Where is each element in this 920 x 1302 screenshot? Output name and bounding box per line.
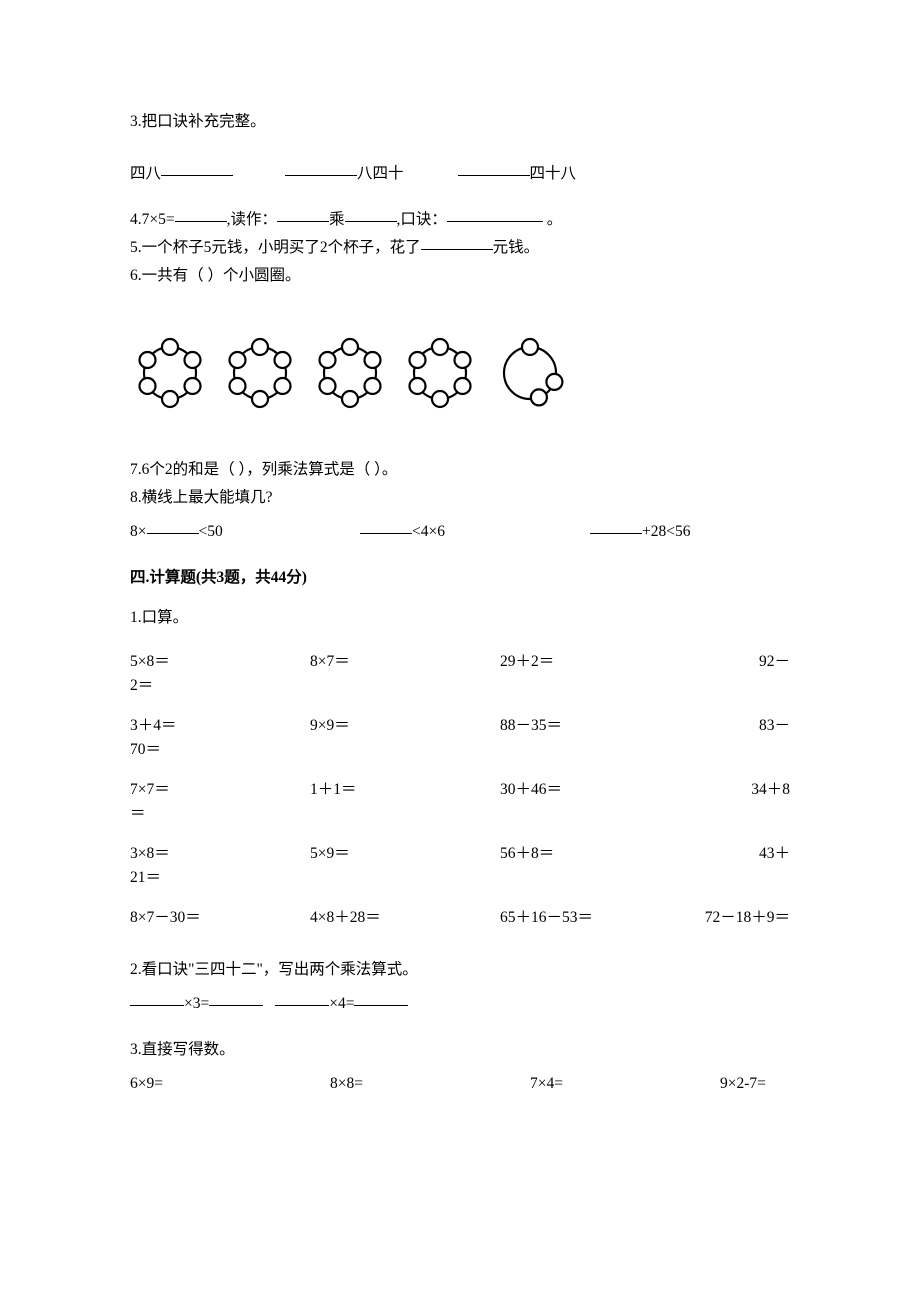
circle-cluster-icon	[400, 328, 480, 410]
calc-row-5: 8×7－30＝ 4×8＋28＝ 65＋16－53＝ 72－18＋9＝	[130, 906, 790, 930]
q4-blank-3[interactable]	[345, 207, 397, 223]
calc-row-1: 5×8＝ 8×7＝ 29＋2＝ 92－	[130, 650, 790, 674]
c2-blank-4[interactable]	[354, 991, 408, 1007]
q8-a-pre: 8×	[130, 520, 147, 544]
calc-row-2: 3＋4＝ 9×9＝ 88－35＝ 83－	[130, 714, 790, 738]
calc3-cell: 8×8=	[330, 1072, 530, 1096]
calc-row-4: 3×8＝ 5×9＝ 56＋8＝ 43＋	[130, 842, 790, 866]
calc3-row: 6×9= 8×8= 7×4= 9×2-7=	[130, 1072, 790, 1096]
calc3-cell: 7×4=	[530, 1072, 720, 1096]
q8-prompt: 8.横线上最大能填几?	[130, 486, 790, 510]
section4-head: 四.计算题(共3题，共44分)	[130, 566, 790, 590]
calc3-cell: 6×9=	[130, 1072, 330, 1096]
q5-pre: 5.一个杯子5元钱，小明买了2个杯子，花了	[130, 239, 421, 256]
calc2-prompt: 2.看口诀"三四十二"，写出两个乘法算式。	[130, 958, 790, 982]
q3-blank-1[interactable]	[161, 161, 233, 177]
calc-cell: 5×9＝	[310, 842, 500, 866]
calc2-row: ×3= ×4=	[130, 992, 790, 1016]
calc-cell: 8×7－30＝	[130, 906, 310, 930]
q5-post: 元钱。	[493, 239, 540, 256]
q8-b-post: <4×6	[412, 520, 445, 544]
calc-wrap-4: 21＝	[130, 866, 790, 890]
q8-a-post: <50	[199, 520, 223, 544]
q3-p1-pre: 四八	[130, 162, 161, 186]
q3-blank-3[interactable]	[458, 161, 530, 177]
c2-blank-2[interactable]	[209, 991, 263, 1007]
circle-cluster-icon	[220, 328, 300, 410]
q4-blank-1[interactable]	[175, 207, 227, 223]
q6-line: 6.一共有（ ）个小圆圈。	[130, 264, 790, 288]
calc-cell: 72－18＋9＝	[690, 906, 790, 930]
page: 3.把口诀补充完整。 四八 八四十 四十八 4.7×5=,读作：乘,口诀： 。 …	[0, 0, 920, 1176]
calc-cell: 29＋2＝	[500, 650, 690, 674]
calc-cell: 8×7＝	[310, 650, 500, 674]
q5-blank[interactable]	[421, 235, 493, 251]
q4-end: 。	[543, 211, 562, 228]
calc1-prompt: 1.口算。	[130, 606, 790, 630]
q8-blank-3[interactable]	[590, 519, 642, 535]
q4-mid3: ,口诀：	[397, 211, 447, 228]
circle-cluster-icon	[310, 328, 390, 410]
c2-blank-3[interactable]	[275, 991, 329, 1007]
q4-mid2: 乘	[329, 211, 345, 228]
calc-grid: 5×8＝ 8×7＝ 29＋2＝ 92－ 2＝ 3＋4＝ 9×9＝ 88－35＝ …	[130, 650, 790, 930]
circle-cluster-icon	[130, 328, 210, 410]
calc-wrap-2: 70＝	[130, 738, 790, 762]
q4-line: 4.7×5= ,读作： 乘 ,口诀： 。	[130, 208, 790, 232]
q8-blank-2[interactable]	[360, 519, 412, 535]
q7-line: 7.6个2的和是（ ），列乘法算式是（ ）。	[130, 458, 790, 482]
circle-cluster-icon	[490, 328, 570, 410]
q4-blank-2[interactable]	[277, 207, 329, 223]
q3-p2-post: 八四十	[357, 162, 404, 186]
calc3-cell: 9×2-7=	[720, 1072, 790, 1096]
calc-cell: 83－	[690, 714, 790, 738]
calc-cell: 3×8＝	[130, 842, 310, 866]
q3-blank-2[interactable]	[285, 161, 357, 177]
q4-mid1: ,读作：	[227, 211, 277, 228]
calc-wrap-1: 2＝	[130, 674, 790, 698]
calc-cell: 3＋4＝	[130, 714, 310, 738]
calc3-prompt: 3.直接写得数。	[130, 1038, 790, 1062]
calc-cell: 34＋8	[690, 778, 790, 802]
q8-c-post: +28<56	[642, 520, 690, 544]
circle-figure	[130, 328, 790, 410]
calc-wrap-3: ＝	[130, 802, 790, 826]
calc-cell: 65＋16－53＝	[500, 906, 690, 930]
c2-a-mid: ×3=	[184, 995, 209, 1012]
q3-row: 四八 八四十 四十八	[130, 162, 790, 186]
q4-blank-4[interactable]	[447, 207, 543, 223]
calc-cell: 9×9＝	[310, 714, 500, 738]
q3-p3-post: 四十八	[530, 162, 577, 186]
q8-blank-1[interactable]	[147, 519, 199, 535]
calc-cell: 88－35＝	[500, 714, 690, 738]
q5-line: 5.一个杯子5元钱，小明买了2个杯子，花了 元钱。	[130, 236, 790, 260]
calc-cell: 1＋1＝	[310, 778, 500, 802]
c2-b-mid: ×4=	[329, 992, 354, 1016]
calc-cell: 92－	[690, 650, 790, 674]
q4-pre: 4.7×5=	[130, 211, 175, 228]
q8-row: 8× <50 <4×6 +28<56	[130, 520, 790, 544]
calc-cell: 43＋	[690, 842, 790, 866]
c2-blank-1[interactable]	[130, 991, 184, 1007]
calc-cell: 5×8＝	[130, 650, 310, 674]
calc-row-3: 7×7＝ 1＋1＝ 30＋46＝ 34＋8	[130, 778, 790, 802]
q3-prompt: 3.把口诀补充完整。	[130, 110, 790, 134]
calc-cell: 4×8＋28＝	[310, 906, 500, 930]
calc-cell: 30＋46＝	[500, 778, 690, 802]
calc-cell: 56＋8＝	[500, 842, 690, 866]
calc-cell: 7×7＝	[130, 778, 310, 802]
